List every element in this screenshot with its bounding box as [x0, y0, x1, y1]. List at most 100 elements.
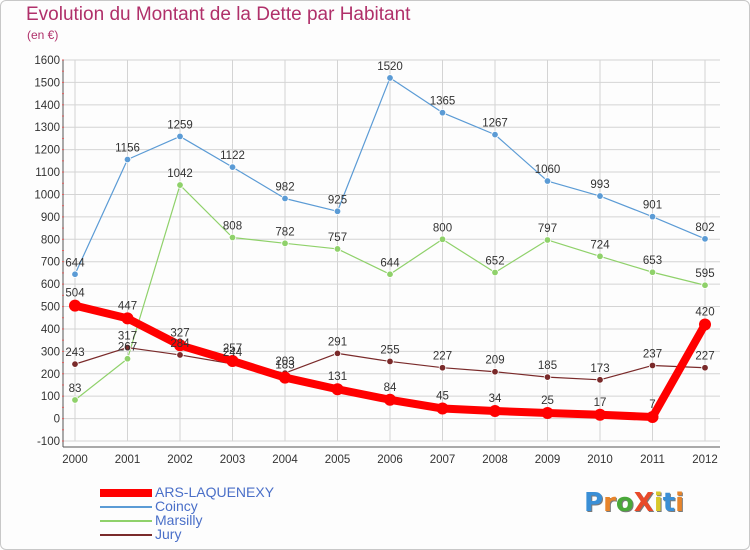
y-tick-label: 700 [41, 257, 60, 269]
data-point-jury [596, 376, 604, 384]
data-point-coincy [123, 155, 132, 164]
data-label-jury: 209 [485, 355, 504, 367]
legend-swatch [100, 534, 152, 536]
data-label-ars-laquenexy: 17 [594, 397, 607, 409]
data-label-marsilly: 644 [380, 257, 400, 269]
data-point-coincy [71, 270, 79, 278]
data-point-jury [543, 373, 552, 381]
data-label-ars-laquenexy: 447 [118, 300, 137, 312]
data-point-jury [71, 360, 79, 368]
y-tick-label: 1400 [34, 100, 60, 112]
y-tick-label: 900 [41, 212, 60, 224]
data-label-coincy: 1267 [482, 118, 508, 130]
data-point-marsilly [386, 270, 394, 278]
data-label-marsilly: 652 [485, 255, 504, 267]
data-point-ars-laquenexy [699, 318, 711, 331]
data-label-coincy: 982 [275, 182, 294, 194]
data-label-coincy: 802 [695, 222, 714, 234]
y-tick-label: 0 [54, 414, 60, 426]
data-label-jury: 173 [590, 363, 609, 375]
data-point-ars-laquenexy [541, 406, 554, 419]
y-tick-label: -100 [37, 436, 60, 448]
data-label-marsilly: 757 [328, 232, 347, 244]
data-point-jury [701, 364, 709, 372]
data-label-coincy: 1060 [535, 164, 561, 176]
data-point-marsilly [333, 245, 342, 253]
data-point-ars-laquenexy [279, 371, 291, 384]
data-point-jury [648, 361, 657, 370]
x-tick-label: 2010 [587, 454, 613, 466]
data-point-marsilly [281, 239, 289, 248]
legend-swatch [100, 489, 152, 497]
data-point-jury [438, 364, 447, 372]
data-point-ars-laquenexy [226, 354, 239, 367]
data-point-coincy [281, 194, 289, 203]
y-tick-label: 1000 [34, 189, 60, 201]
y-tick-label: 1300 [34, 122, 60, 134]
data-point-marsilly [543, 236, 552, 244]
data-point-marsilly [491, 268, 499, 277]
data-point-coincy [176, 132, 184, 141]
data-point-coincy [543, 177, 552, 185]
data-label-jury: 227 [695, 351, 714, 363]
data-label-jury: 243 [65, 347, 84, 359]
x-tick-label: 2003 [220, 454, 246, 466]
data-label-marsilly: 808 [223, 221, 242, 233]
x-tick-label: 2001 [115, 454, 141, 466]
data-label-jury: 237 [643, 348, 662, 360]
x-tick-label: 2007 [430, 454, 456, 466]
data-label-jury: 291 [328, 336, 347, 348]
y-tick-label: 600 [41, 279, 60, 291]
chart-title: Evolution du Montant de la Dette par Hab… [26, 4, 411, 25]
data-label-coincy: 1365 [430, 96, 456, 108]
data-label-jury: 244 [223, 347, 243, 359]
x-tick-label: 2011 [640, 454, 665, 466]
chart-subtitle: (en €) [27, 28, 59, 42]
legend-label: Jury [155, 526, 182, 542]
data-label-jury: 255 [380, 344, 399, 356]
y-tick-label: 400 [41, 324, 60, 336]
data-label-coincy: 1259 [167, 119, 193, 131]
data-label-ars-laquenexy: 7 [649, 399, 655, 411]
data-label-marsilly: 724 [590, 239, 610, 251]
data-point-ars-laquenexy [489, 404, 501, 417]
x-tick-label: 2012 [692, 454, 718, 466]
x-tick-label: 2000 [62, 454, 88, 466]
x-tick-label: 2006 [377, 454, 403, 466]
data-point-ars-laquenexy [121, 312, 134, 325]
data-point-jury [386, 357, 394, 366]
legend-label: Coincy [155, 498, 198, 514]
data-label-marsilly: 595 [695, 268, 714, 280]
data-label-ars-laquenexy: 504 [65, 288, 85, 300]
data-point-marsilly [648, 268, 657, 276]
data-point-coincy [648, 212, 657, 221]
data-label-ars-laquenexy: 84 [384, 382, 397, 394]
data-point-marsilly [228, 233, 237, 242]
data-label-marsilly: 797 [538, 223, 557, 235]
y-tick-label: 1200 [34, 145, 60, 157]
data-label-ars-laquenexy: 45 [436, 391, 449, 403]
data-point-ars-laquenexy [646, 411, 659, 424]
data-point-coincy [701, 235, 709, 243]
x-tick-label: 2008 [482, 454, 508, 466]
data-point-marsilly [701, 281, 709, 289]
y-tick-label: 1600 [34, 55, 60, 67]
data-point-ars-laquenexy [436, 402, 449, 415]
data-label-ars-laquenexy: 327 [170, 327, 189, 339]
data-point-coincy [596, 192, 604, 200]
y-tick-label: 500 [41, 302, 60, 314]
data-point-jury [333, 349, 342, 358]
data-point-marsilly [176, 181, 184, 189]
data-label-coincy: 993 [590, 179, 609, 191]
data-label-marsilly: 1042 [167, 168, 193, 180]
data-point-marsilly [596, 252, 604, 261]
data-label-coincy: 1156 [115, 143, 140, 155]
data-point-ars-laquenexy [69, 299, 81, 312]
data-label-ars-laquenexy: 183 [275, 360, 294, 372]
data-label-marsilly: 800 [433, 222, 452, 234]
y-tick-label: 1500 [34, 77, 60, 89]
x-tick-label: 2004 [272, 454, 298, 466]
legend-swatch [100, 506, 152, 508]
